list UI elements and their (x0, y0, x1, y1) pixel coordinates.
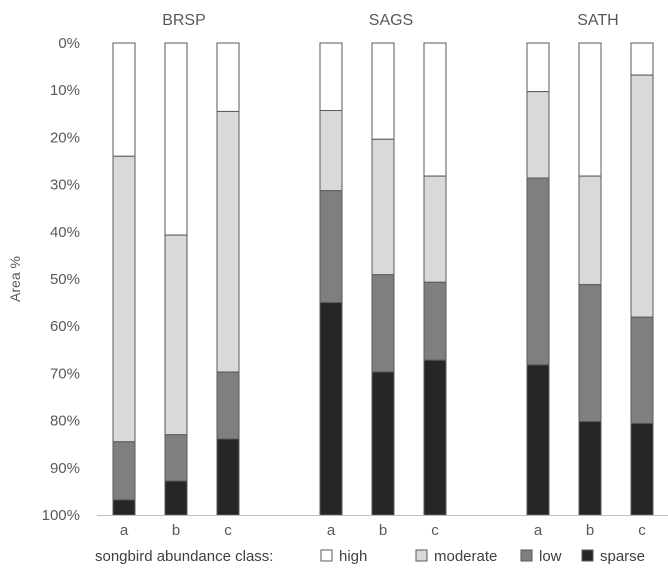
group-title: SATH (577, 12, 618, 29)
bar-segment-low (164, 434, 188, 482)
x-tick-label: a (534, 522, 543, 539)
bar-segment-high (371, 42, 395, 140)
legend: songbird abundance class: high moderate low… (95, 548, 645, 565)
legend-swatch-moderate (415, 549, 428, 562)
bar-segment-high (423, 42, 447, 177)
y-axis: 0% 10% 20% 30% 40% 50% 60% 70% 80% 90% 100% Area % (7, 35, 80, 524)
x-tick-label: c (638, 522, 646, 539)
legend-label-high: high (339, 548, 367, 565)
y-tick-label: 60% (50, 318, 80, 335)
bar-segment-sparse (371, 371, 395, 516)
bar-segment-high (578, 42, 602, 177)
y-tick-label: 10% (50, 82, 80, 99)
y-axis-title: Area % (7, 256, 23, 302)
bar-segment-low (526, 177, 550, 366)
x-tick-label: b (379, 522, 387, 539)
y-tick-label: 20% (50, 129, 80, 146)
legend-label-low: low (539, 548, 562, 565)
bar-segment-sparse (164, 480, 188, 516)
y-tick-label: 90% (50, 460, 80, 477)
bar-segment-high (164, 42, 188, 236)
bar-segment-moderate (319, 109, 343, 192)
bar-segment-high (112, 42, 136, 157)
bar-segment-high (526, 42, 550, 93)
bar-segment-sparse (216, 438, 240, 516)
bar-segment-high (216, 42, 240, 112)
bar-segment-moderate (216, 110, 240, 373)
bar-segment-low (630, 316, 654, 424)
bar-segment-sparse (526, 364, 550, 516)
bar-segment-sparse (112, 499, 136, 516)
legend-title: songbird abundance class: (95, 548, 273, 565)
bar-segment-sparse (423, 359, 447, 516)
y-tick-label: 70% (50, 365, 80, 382)
y-tick-label: 50% (50, 271, 80, 288)
bar-segment-low (112, 441, 136, 501)
y-tick-label: 40% (50, 224, 80, 241)
x-tick-label: a (327, 522, 336, 539)
group-title: SAGS (369, 12, 413, 29)
bar-segment-sparse (578, 421, 602, 516)
y-tick-label: 30% (50, 177, 80, 194)
bar-segment-low (216, 371, 240, 440)
legend-label-moderate: moderate (434, 548, 497, 565)
bar-segment-low (423, 281, 447, 361)
bar-segment-high (630, 42, 654, 76)
y-tick-label: 80% (50, 413, 80, 430)
x-tick-label: a (120, 522, 129, 539)
bar-segment-moderate (526, 91, 550, 179)
bar-segment-high (319, 42, 343, 111)
bar-segment-low (578, 284, 602, 423)
group-title: BRSP (162, 12, 206, 29)
bar-segment-moderate (630, 74, 654, 318)
bar-segment-sparse (319, 302, 343, 516)
bar-segment-low (319, 190, 343, 304)
bar-segment-moderate (164, 234, 188, 436)
legend-swatch-low (520, 549, 533, 562)
y-tick-label: 100% (42, 507, 80, 524)
bars (112, 42, 654, 516)
x-tick-label: c (431, 522, 439, 539)
y-tick-label: 0% (58, 35, 80, 52)
legend-swatch-sparse (581, 549, 594, 562)
bar-segment-moderate (371, 138, 395, 276)
bar-segment-moderate (112, 155, 136, 443)
bar-segment-moderate (423, 175, 447, 283)
legend-swatch-high (320, 549, 333, 562)
x-tick-label: b (172, 522, 180, 539)
x-tick-label: b (586, 522, 594, 539)
bar-segment-moderate (578, 175, 602, 286)
group-titles: BRSP SAGS SATH (162, 12, 619, 29)
bar-segment-low (371, 274, 395, 373)
bar-segment-sparse (630, 422, 654, 516)
legend-label-sparse: sparse (600, 548, 645, 565)
x-tick-label: c (224, 522, 232, 539)
